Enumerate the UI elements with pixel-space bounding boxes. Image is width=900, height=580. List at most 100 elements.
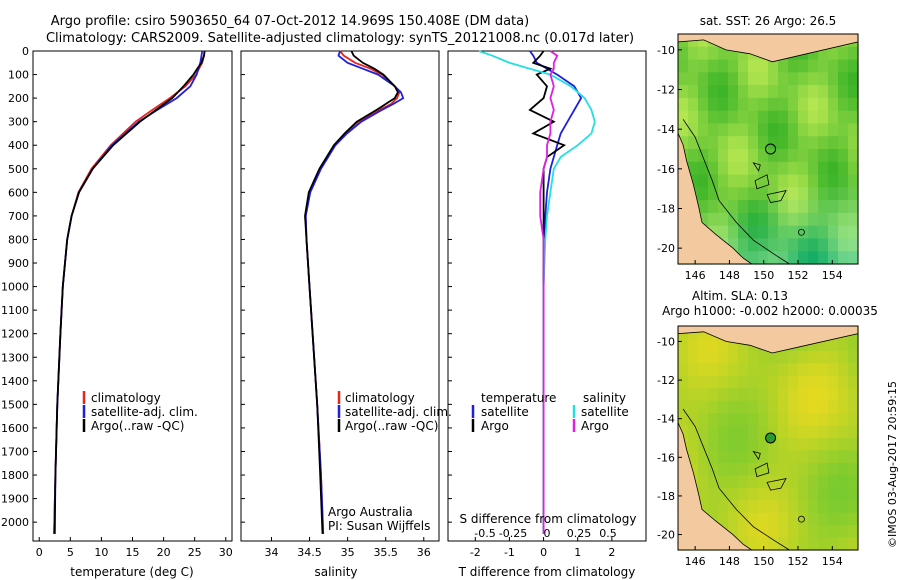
map-cell xyxy=(768,200,779,214)
map-cell xyxy=(758,462,769,476)
map-cell xyxy=(738,149,749,163)
map-cell xyxy=(738,375,749,389)
map-cell xyxy=(848,462,859,476)
map-cell xyxy=(748,450,759,464)
map-cell xyxy=(838,136,849,150)
map-cell xyxy=(738,500,749,514)
map-cell xyxy=(838,487,849,501)
map-cell xyxy=(748,85,759,99)
map-cell xyxy=(718,512,729,526)
map-cell xyxy=(788,212,799,227)
s-argo-line xyxy=(539,50,559,534)
map-cell xyxy=(758,72,769,86)
map-cell xyxy=(788,123,799,137)
map-cell xyxy=(678,338,689,352)
map-cell xyxy=(798,187,809,201)
map-cell xyxy=(748,350,759,364)
map-cell xyxy=(718,413,729,427)
map-cell xyxy=(688,59,699,73)
y-tick-label: 1500 xyxy=(1,398,29,411)
map-cell xyxy=(848,450,859,464)
map-cell xyxy=(798,413,809,427)
legend-s-satellite-label: satellite xyxy=(581,405,629,419)
map-cell xyxy=(788,149,799,163)
legend-argo-label: Argo(..raw -QC) xyxy=(345,419,438,433)
map-cell xyxy=(758,413,769,427)
map-cell xyxy=(798,85,809,99)
map-cell xyxy=(728,136,739,150)
map-x-tick-label: 150 xyxy=(753,269,774,282)
map-cell xyxy=(788,400,799,414)
map-cell xyxy=(778,425,789,439)
map-cell xyxy=(848,187,859,201)
x-tick-label: 15 xyxy=(126,546,140,559)
s-difference-tick-label: 0 xyxy=(544,527,551,540)
map-cell xyxy=(798,161,809,176)
map-cell xyxy=(808,375,819,389)
map-cell xyxy=(828,187,839,201)
map-y-tick-label: -12 xyxy=(657,84,675,97)
map-cell xyxy=(738,338,749,352)
map-cell xyxy=(728,462,739,476)
map-cell xyxy=(728,200,739,214)
map-cell xyxy=(748,161,759,176)
map-cell xyxy=(758,475,769,489)
reef-outline xyxy=(752,450,761,461)
map-cell xyxy=(828,251,839,265)
map-cell xyxy=(738,85,749,99)
argo-line xyxy=(53,50,206,534)
map-cell xyxy=(708,200,719,214)
map-cell xyxy=(698,174,709,188)
map-cell xyxy=(788,238,799,252)
map-cell xyxy=(698,425,709,439)
map-cell xyxy=(688,425,699,439)
bathymetry-contour xyxy=(682,119,790,265)
legend-t-satellite-label: satellite xyxy=(481,405,529,419)
map-cell xyxy=(688,85,699,99)
map-cell xyxy=(758,225,769,240)
map-cell xyxy=(748,400,759,414)
legend-s-argo-label: Argo xyxy=(581,419,609,433)
map-cell xyxy=(678,413,689,427)
map-cell xyxy=(768,85,779,99)
map-cell xyxy=(778,187,789,201)
x-tick-label: 25 xyxy=(188,546,202,559)
map-cell xyxy=(778,97,789,112)
map-cell xyxy=(798,225,809,240)
map-cell xyxy=(758,149,769,163)
map-cell xyxy=(738,512,749,526)
map-cell xyxy=(768,161,779,176)
map-cell xyxy=(708,475,719,489)
map-cell xyxy=(698,388,709,402)
map-cell xyxy=(788,97,799,112)
map-cell xyxy=(748,500,759,514)
map-cell xyxy=(718,350,729,364)
map-cell xyxy=(728,350,739,364)
map-cell xyxy=(688,161,699,176)
map-cell xyxy=(768,238,779,252)
map-cell xyxy=(718,450,729,464)
map-cell xyxy=(838,338,849,352)
map-cell xyxy=(728,512,739,526)
map-cell xyxy=(818,85,829,99)
map-cell xyxy=(738,212,749,227)
map-cell xyxy=(758,85,769,99)
map-cell xyxy=(718,161,729,176)
map-cell xyxy=(698,187,709,201)
map-cell xyxy=(808,251,819,265)
map-cell xyxy=(688,438,699,451)
map-cell xyxy=(688,450,699,464)
map-cell xyxy=(758,500,769,514)
map-cell xyxy=(788,500,799,514)
map-cell xyxy=(808,338,819,352)
map-cell xyxy=(758,238,769,252)
map-cell xyxy=(778,174,789,188)
map-y-tick-label: -10 xyxy=(657,335,675,348)
map-cell xyxy=(818,136,829,150)
map-cell xyxy=(808,174,819,188)
map-cell xyxy=(768,450,779,464)
map-cell xyxy=(768,97,779,112)
map-cell xyxy=(738,425,749,439)
map-cell xyxy=(698,97,709,112)
map-cell xyxy=(748,425,759,439)
